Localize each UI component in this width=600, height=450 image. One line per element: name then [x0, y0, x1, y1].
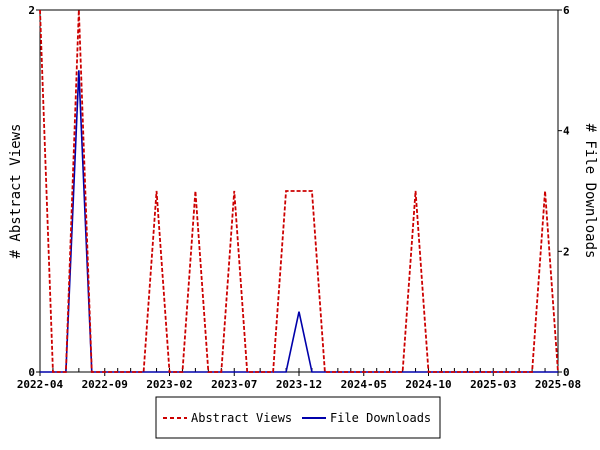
x-tick-label: 2025-08 — [535, 378, 581, 391]
right-axis-title: # File Downloads — [582, 124, 598, 259]
x-tick-label: 2025-03 — [470, 378, 516, 391]
x-tick-label: 2023-12 — [276, 378, 322, 391]
left-y-tick-label: 0 — [28, 366, 35, 379]
legend-label-abstract-views: Abstract Views — [191, 411, 292, 425]
x-tick-labels: 2022-04 2022-09 2023-02 2023-07 2023-12 2024-… — [17, 372, 581, 391]
left-y-ticks: 02 — [28, 4, 40, 379]
series-layer — [39, 9, 559, 373]
x-tick-label: 2024-10 — [405, 378, 451, 391]
left-axis-title: # Abstract Views — [8, 124, 24, 259]
legend: Abstract Views File Downloads — [155, 396, 441, 439]
right-y-ticks: 0 2 4 6 — [558, 4, 570, 379]
legend-label-file-downloads: File Downloads — [330, 411, 431, 425]
left-y-tick-label: 2 — [28, 4, 35, 17]
x-tick-label: 2023-02 — [146, 378, 192, 391]
right-y-tick-label: 4 — [563, 125, 570, 138]
legend-box — [155, 396, 441, 439]
right-y-tick-label: 6 — [563, 4, 570, 17]
x-tick-label: 2024-05 — [341, 378, 387, 391]
series-line-abstract-views — [39, 9, 559, 373]
x-tick-label: 2023-07 — [211, 378, 257, 391]
right-y-tick-label: 2 — [563, 245, 570, 258]
right-y-tick-label: 0 — [563, 366, 570, 379]
x-tick-label: 2022-04 — [17, 378, 64, 391]
x-tick-label: 2022-09 — [82, 378, 128, 391]
